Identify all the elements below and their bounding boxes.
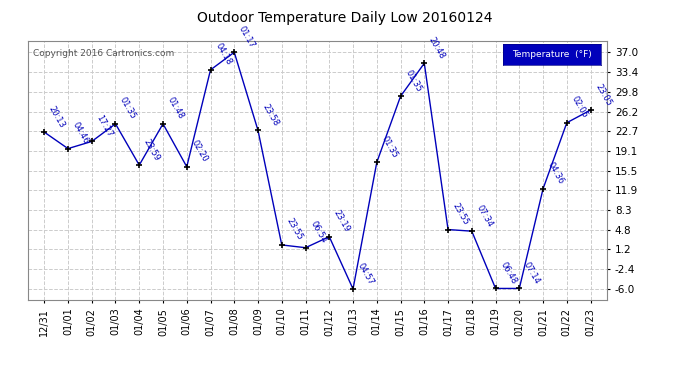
Text: 01:17: 01:17 [237, 24, 257, 50]
Text: 07:14: 07:14 [522, 261, 542, 286]
Text: 23:05: 23:05 [593, 82, 613, 107]
Text: 04:46: 04:46 [71, 121, 90, 146]
Text: 04:57: 04:57 [356, 261, 375, 286]
Text: 23:19: 23:19 [332, 209, 352, 234]
Text: Copyright 2016 Cartronics.com: Copyright 2016 Cartronics.com [33, 49, 175, 58]
Text: 23:58: 23:58 [261, 102, 281, 128]
Text: 20:48: 20:48 [427, 35, 447, 60]
Text: 02:20: 02:20 [190, 139, 209, 164]
Text: Outdoor Temperature Daily Low 20160124: Outdoor Temperature Daily Low 20160124 [197, 11, 493, 25]
Text: 06:54: 06:54 [308, 220, 328, 245]
Text: 01:35: 01:35 [118, 96, 138, 121]
Text: 02:05: 02:05 [570, 95, 589, 120]
Text: 23:55: 23:55 [451, 202, 471, 227]
Text: 06:48: 06:48 [498, 260, 518, 286]
Text: 20:13: 20:13 [47, 104, 67, 129]
Text: 01:35: 01:35 [404, 68, 423, 93]
Text: 04:18: 04:18 [213, 42, 233, 67]
Text: 23:59: 23:59 [142, 137, 161, 162]
Text: 04:36: 04:36 [546, 161, 566, 186]
Text: 23:55: 23:55 [284, 217, 304, 242]
Text: 07:34: 07:34 [475, 203, 494, 228]
Text: 17:27: 17:27 [95, 113, 115, 139]
Text: 01:35: 01:35 [380, 134, 400, 160]
Text: 01:48: 01:48 [166, 96, 186, 121]
